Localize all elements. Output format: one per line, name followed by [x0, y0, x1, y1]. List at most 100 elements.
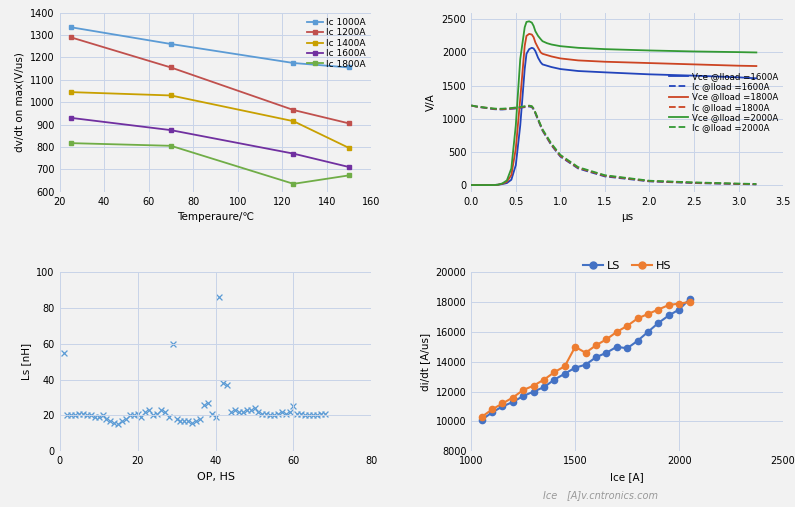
Y-axis label: di/dt [A/us]: di/dt [A/us] — [420, 333, 430, 391]
HS — [539, 377, 549, 383]
Vce @Iload =1600A — [477, 182, 487, 188]
Ic 1000A — [66, 24, 76, 30]
Ic @Iload =1600A — [471, 103, 480, 110]
Vce @Iload =1800A — [751, 63, 761, 69]
Vce @Iload =1800A — [502, 178, 512, 185]
Ic @Iload =2000A — [734, 180, 743, 187]
Point — [240, 406, 253, 414]
Vce @Iload =1600A — [542, 63, 552, 69]
Point — [318, 410, 331, 418]
Ic @Iload =1600A — [529, 106, 538, 113]
Point — [139, 408, 152, 416]
Vce @Iload =1600A — [645, 71, 654, 78]
Ic @Iload =1800A — [751, 181, 761, 187]
Point — [303, 411, 316, 419]
Line: LS: LS — [479, 296, 692, 423]
LS — [508, 399, 518, 405]
Point — [73, 410, 86, 418]
Ic 1800A — [344, 172, 354, 178]
Vce @Iload =2000A — [645, 48, 654, 54]
Vce @Iload =2000A — [527, 20, 537, 26]
Ic @Iload =1800A — [506, 105, 516, 112]
LS — [498, 404, 507, 410]
Line: Ic 1600A: Ic 1600A — [68, 116, 351, 169]
X-axis label: μs: μs — [621, 212, 634, 222]
Vce @Iload =1600A — [506, 177, 516, 183]
Vce @Iload =1600A — [547, 64, 556, 70]
Vce @Iload =1600A — [522, 51, 531, 57]
Point — [57, 349, 70, 357]
Vce @Iload =1800A — [556, 55, 565, 61]
Ic @Iload =1800A — [489, 106, 498, 112]
Ic 1200A — [344, 120, 354, 126]
Vce @Iload =1800A — [483, 182, 492, 188]
Vce @Iload =1600A — [525, 46, 534, 52]
Vce @Iload =2000A — [480, 182, 490, 188]
LS — [571, 365, 580, 371]
Ic @Iload =1600A — [502, 106, 512, 112]
Line: Ic 1200A: Ic 1200A — [68, 35, 351, 126]
LS — [622, 345, 632, 351]
Vce @Iload =1600A — [475, 182, 485, 188]
HS — [487, 407, 497, 413]
Vce @Iload =1600A — [536, 59, 545, 65]
Ic 1000A — [344, 64, 354, 70]
Ic @Iload =1600A — [689, 180, 699, 186]
Vce @Iload =1600A — [489, 182, 498, 188]
HS — [664, 302, 673, 308]
Ic @Iload =1600A — [506, 106, 516, 112]
Vce @Iload =2000A — [511, 122, 521, 128]
Vce @Iload =1600A — [689, 73, 699, 79]
Line: Ic @Iload =2000A: Ic @Iload =2000A — [471, 105, 756, 184]
Point — [115, 417, 128, 425]
Point — [182, 417, 195, 425]
X-axis label: Ice [A]: Ice [A] — [611, 472, 644, 482]
LS — [591, 354, 601, 360]
Vce @Iload =1600A — [573, 68, 583, 74]
Point — [69, 411, 82, 419]
Point — [143, 406, 156, 414]
Vce @Iload =1800A — [506, 172, 516, 178]
Point — [166, 340, 179, 348]
Vce @Iload =1600A — [751, 75, 761, 81]
LS — [674, 306, 684, 312]
Point — [186, 419, 199, 427]
Vce @Iload =1800A — [474, 182, 483, 188]
Vce @Iload =1600A — [511, 162, 521, 168]
Ic @Iload =1800A — [547, 141, 556, 148]
Ic @Iload =2000A — [533, 116, 543, 122]
Ic 1200A — [66, 34, 76, 41]
Vce @Iload =2000A — [537, 38, 547, 44]
Ic @Iload =1800A — [467, 102, 476, 108]
Point — [174, 417, 187, 425]
Line: Ic 1000A: Ic 1000A — [68, 25, 351, 70]
Vce @Iload =2000A — [533, 33, 543, 39]
Ic @Iload =1600A — [484, 105, 494, 112]
Ic 1600A — [66, 115, 76, 121]
Point — [88, 413, 101, 421]
Ic 1400A — [289, 118, 298, 124]
HS — [518, 387, 528, 393]
Vce @Iload =2000A — [474, 182, 483, 188]
Point — [127, 411, 140, 419]
Ic 1600A — [344, 164, 354, 170]
Ic @Iload =1600A — [600, 173, 610, 179]
Ic @Iload =2000A — [689, 179, 699, 186]
LS — [539, 384, 549, 390]
Ic @Iload =1800A — [600, 173, 610, 179]
Vce @Iload =1800A — [480, 182, 490, 188]
Vce @Iload =1600A — [537, 61, 547, 67]
Ic @Iload =1600A — [475, 104, 485, 110]
Ic @Iload =1600A — [645, 178, 654, 185]
Vce @Iload =2000A — [493, 182, 502, 188]
Point — [315, 410, 328, 418]
Vce @Iload =2000A — [542, 40, 552, 46]
Vce @Iload =1600A — [483, 182, 492, 188]
Ic 1400A — [66, 89, 76, 95]
Point — [170, 415, 183, 423]
Vce @Iload =1600A — [734, 74, 743, 80]
Ic @Iload =1800A — [484, 105, 494, 111]
Point — [158, 408, 171, 416]
HS — [581, 350, 591, 356]
Point — [205, 410, 218, 418]
